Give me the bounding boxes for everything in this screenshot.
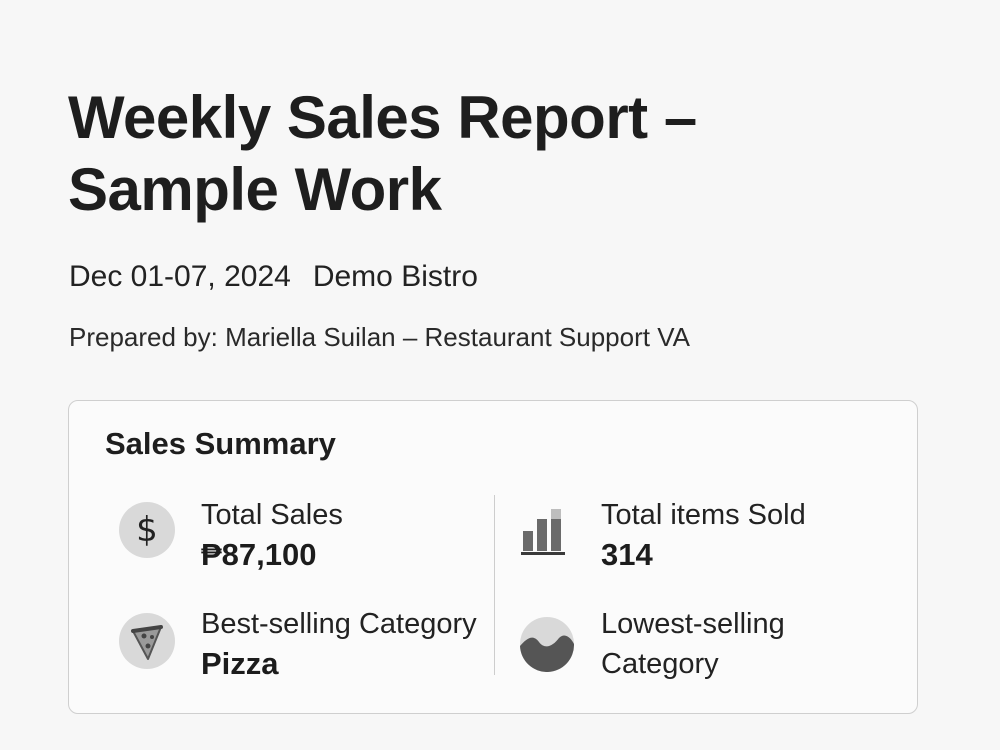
sales-summary-card: Sales Summary $ Total Sales ₱87,100 Tota… (68, 400, 918, 714)
pizza-slice-icon (119, 613, 175, 669)
dollar-icon: $ (119, 502, 175, 558)
report-meta: Dec 01-07, 2024 Demo Bistro (69, 258, 478, 296)
card-title: Sales Summary (105, 426, 336, 461)
metric-label: Best-selling Category (201, 608, 477, 640)
metric-text: Total items Sold 314 (601, 497, 806, 577)
metric-text: Lowest-selling Category (601, 606, 785, 686)
metric-value: 314 (601, 537, 653, 572)
pie-chart-icon (520, 617, 575, 672)
bar-chart-icon (521, 509, 565, 555)
date-range: Dec 01-07, 2024 (69, 260, 291, 293)
metric-label: Total Sales (201, 499, 343, 531)
metric-value: ₱87,100 (201, 537, 317, 572)
metric-value: Category (601, 648, 719, 680)
page-title: Weekly Sales Report – Sample Work (68, 84, 697, 223)
metric-label: Total items Sold (601, 499, 806, 531)
metric-text: Best-selling Category Pizza (201, 606, 477, 686)
column-divider (494, 495, 495, 675)
metric-label: Lowest-selling (601, 608, 785, 640)
metric-text: Total Sales ₱87,100 (201, 497, 343, 577)
metric-value: Pizza (201, 646, 279, 681)
prepared-by: Prepared by: Mariella Suilan – Restauran… (69, 322, 690, 352)
venue-name: Demo Bistro (312, 260, 478, 293)
